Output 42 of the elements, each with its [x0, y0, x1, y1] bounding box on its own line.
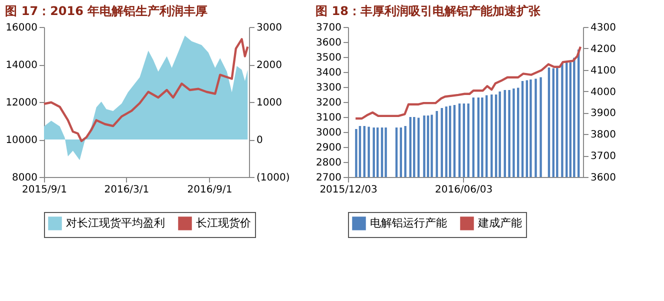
- y-tick-label: 14000: [6, 60, 38, 71]
- y2-tick-label: 4300: [590, 22, 616, 34]
- y-tick-label: 2900: [316, 142, 342, 154]
- y2-tick-label: 3600: [590, 172, 616, 184]
- y-tick-label: 2700: [316, 172, 342, 184]
- y2-tick-label: 3900: [590, 108, 616, 120]
- x-tick-label: 2016/9/1: [187, 184, 232, 196]
- y2-tick-label: 4100: [590, 65, 616, 76]
- y2-tick-label: (1000): [256, 172, 290, 184]
- x-tick-label: 2016/3/1: [104, 184, 150, 196]
- y-tick-label: 3100: [316, 112, 342, 124]
- y-tick-label: 2800: [316, 158, 342, 168]
- y-tick-label: 10000: [6, 135, 38, 146]
- y2-tick-label: 3800: [590, 130, 616, 141]
- y-tick-label: 3500: [316, 52, 342, 64]
- y-tick-label: 12000: [6, 98, 38, 108]
- legend-label: 建成产能: [477, 216, 522, 230]
- legend-label: 对长江现货平均盈利: [66, 216, 165, 230]
- y-tick-label: 3700: [316, 22, 342, 34]
- chart-title: 图 18：丰厚利润吸引电解铝产能加速扩张: [316, 4, 542, 18]
- y2-tick-label: 0: [256, 135, 263, 146]
- y2-tick-label: 3000: [256, 22, 282, 34]
- y2-tick-label: 3700: [590, 151, 616, 162]
- x-tick-label: 2015/12/03: [320, 184, 378, 196]
- x-tick-label: 2016/06/03: [434, 184, 493, 196]
- y-tick-label: 3000: [316, 128, 342, 138]
- y-tick-label: 3300: [316, 82, 342, 94]
- line-series: [42, 38, 249, 142]
- chart-title: 图 17：2016 年电解铝生产利润丰厚: [5, 4, 208, 18]
- y-tick-label: 3200: [316, 98, 342, 108]
- y-tick-label: 3400: [316, 68, 342, 78]
- x-tick-label: 2015/9/1: [22, 184, 67, 196]
- y-tick-label: 16000: [6, 22, 38, 34]
- y2-tick-label: 1000: [256, 98, 282, 108]
- legend-label: 长江现货价: [196, 216, 251, 230]
- y-tick-label: 3600: [316, 38, 342, 48]
- y2-tick-label: 4200: [590, 44, 616, 55]
- line-series: [354, 46, 582, 120]
- y2-tick-label: 2000: [256, 60, 282, 71]
- y-tick-label: 8000: [12, 172, 38, 184]
- y2-tick-label: 4000: [590, 86, 616, 98]
- legend-label: 电解铝运行产能: [370, 216, 447, 230]
